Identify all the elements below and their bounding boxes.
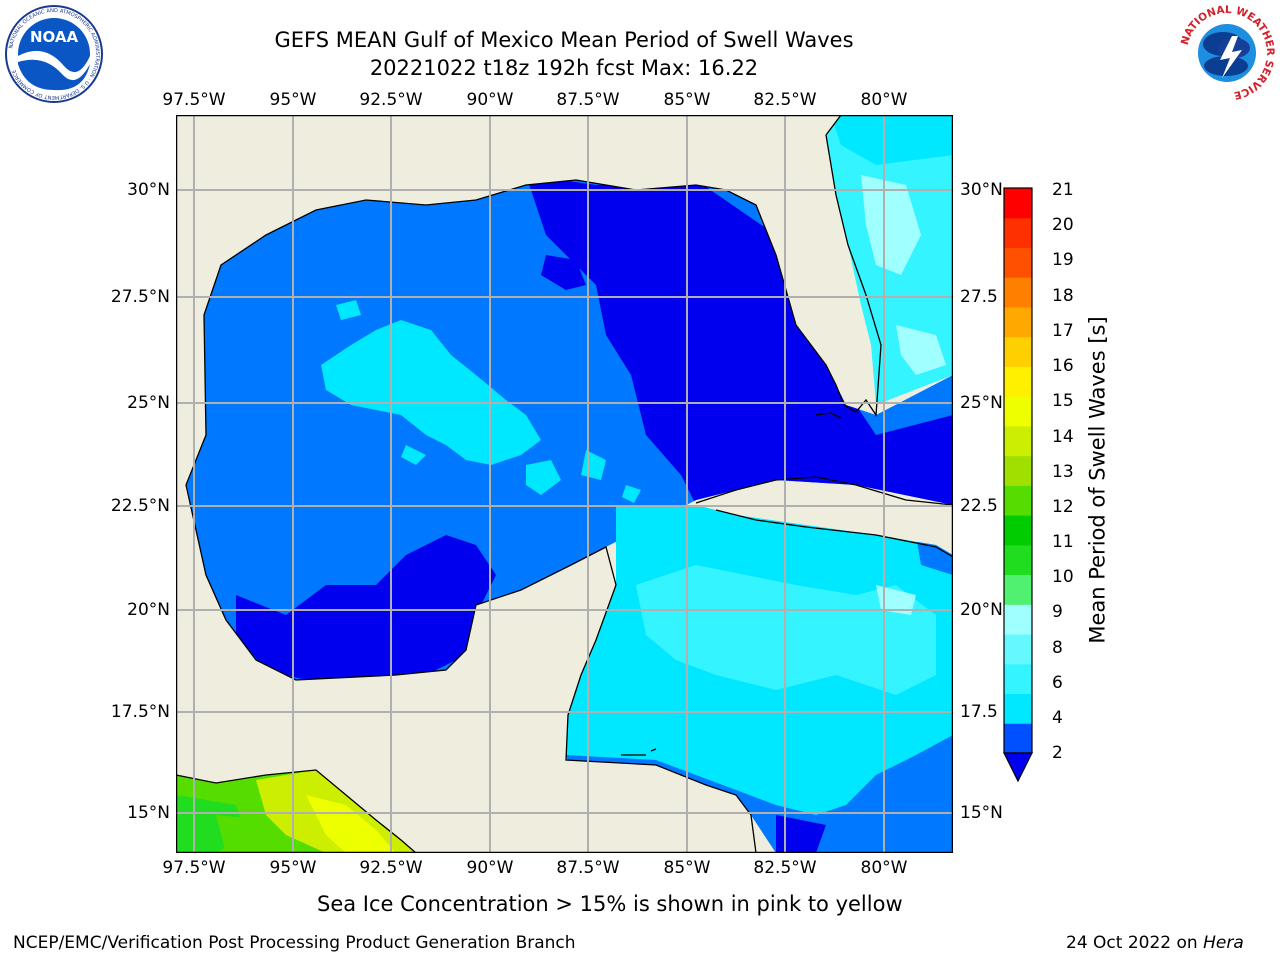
- colorbar-tick: 18: [1052, 286, 1074, 306]
- lat-tick-left: 17.5°N: [110, 702, 170, 722]
- date-stamp: 24 Oct 2022 on Hera: [1066, 933, 1244, 953]
- lat-tick-right: 17.5: [960, 702, 998, 722]
- colorbar-tick: 2: [1052, 743, 1063, 763]
- lat-tick-right: 20°N: [960, 600, 1003, 620]
- colorbar-segment: [1004, 366, 1032, 397]
- lat-tick-left: 15°N: [127, 803, 170, 823]
- colorbar-segment: [1004, 455, 1032, 486]
- colorbar-tick: 15: [1052, 391, 1074, 411]
- nws-logo: NATIONAL WEATHER SERVICE: [1176, 2, 1278, 104]
- lon-tick-bottom: 97.5°W: [162, 858, 226, 878]
- lat-tick-left: 27.5°N: [110, 287, 170, 307]
- colorbar-tick: 4: [1052, 708, 1063, 728]
- colorbar-tick: 17: [1052, 321, 1074, 341]
- colorbar-segment: [1004, 277, 1032, 308]
- colorbar-tick: 8: [1052, 638, 1063, 658]
- colorbar-segment: [1004, 544, 1032, 576]
- lat-tick-right: 22.5: [960, 496, 998, 516]
- colorbar-tick: 12: [1052, 497, 1074, 517]
- colorbar-label: Mean Period of Swell Waves [s]: [1086, 316, 1111, 644]
- lat-tick-left: 20°N: [127, 600, 170, 620]
- lon-tick-bottom: 90°W: [466, 858, 514, 878]
- colorbar-tick: 6: [1052, 673, 1063, 693]
- colorbar-extend-arrow: [1003, 752, 1033, 783]
- colorbar-segment: [1004, 485, 1032, 516]
- colorbar-segment: [1004, 574, 1032, 605]
- colorbar-segment: [1004, 723, 1032, 754]
- colorbar: [1003, 187, 1033, 783]
- lon-tick-bottom: 80°W: [860, 858, 908, 878]
- caribbean-water-field: [566, 505, 953, 853]
- colorbar-segment: [1004, 188, 1032, 219]
- plot-title: GEFS MEAN Gulf of Mexico Mean Period of …: [274, 28, 854, 52]
- lon-tick-bottom: 95°W: [269, 858, 317, 878]
- colorbar-segment: [1004, 663, 1032, 695]
- lon-tick-bottom: 82.5°W: [753, 858, 817, 878]
- lon-tick-top: 92.5°W: [359, 90, 423, 110]
- lat-tick-right: 25°N: [960, 393, 1003, 413]
- colorbar-segment: [1004, 604, 1032, 635]
- lat-tick-right: 15°N: [960, 803, 1003, 823]
- colorbar-tick: 16: [1052, 356, 1074, 376]
- colorbar-tick: 19: [1052, 250, 1074, 270]
- colorbar-segment: [1004, 247, 1032, 278]
- sea-ice-note: Sea Ice Concentration > 15% is shown in …: [317, 892, 903, 916]
- colorbar-segment: [1004, 634, 1032, 665]
- colorbar-segment: [1004, 515, 1032, 546]
- lat-tick-right: 30°N: [960, 180, 1003, 200]
- lon-tick-top: 87.5°W: [556, 90, 620, 110]
- lon-tick-bottom: 85°W: [663, 858, 711, 878]
- colorbar-segment: [1004, 306, 1032, 338]
- lon-tick-top: 97.5°W: [162, 90, 226, 110]
- lat-tick-left: 30°N: [127, 180, 170, 200]
- lon-tick-top: 95°W: [269, 90, 317, 110]
- date-text: 24 Oct 2022 on: [1066, 933, 1204, 953]
- lon-tick-bottom: 87.5°W: [556, 858, 620, 878]
- colorbar-tick: 20: [1052, 215, 1074, 235]
- noaa-text: NOAA: [30, 28, 79, 46]
- lat-tick-left: 22.5°N: [110, 496, 170, 516]
- colorbar-frame: [1003, 187, 1033, 754]
- colorbar-tick: 13: [1052, 462, 1074, 482]
- plot-subtitle: 20221022 t18z 192h fcst Max: 16.22: [369, 56, 759, 80]
- colorbar-segment: [1004, 425, 1032, 457]
- machine-name: Hera: [1203, 933, 1244, 953]
- lat-tick-right: 27.5: [960, 287, 998, 307]
- colorbar-label-wrap: Mean Period of Swell Waves [s]: [1083, 300, 1113, 660]
- colorbar-tick: 9: [1052, 602, 1063, 622]
- lon-tick-top: 82.5°W: [753, 90, 817, 110]
- colorbar-segment: [1004, 396, 1032, 427]
- graticule: [176, 115, 953, 853]
- map-frame: [176, 115, 953, 853]
- lon-tick-top: 85°W: [663, 90, 711, 110]
- colorbar-segment: [1004, 693, 1032, 724]
- lon-tick-top: 90°W: [466, 90, 514, 110]
- colorbar-segment: [1004, 217, 1032, 248]
- colorbar-tick: 11: [1052, 532, 1074, 552]
- gulf-of-mexico-map: [176, 115, 953, 853]
- noaa-logo: NOAA NATIONAL OCEANIC AND ATMOSPHERIC AD…: [4, 4, 104, 104]
- credit-text: NCEP/EMC/Verification Post Processing Pr…: [13, 933, 576, 953]
- lon-tick-top: 80°W: [860, 90, 908, 110]
- colorbar-tick: 21: [1052, 180, 1074, 200]
- colorbar-tick: 10: [1052, 567, 1074, 587]
- lon-tick-bottom: 92.5°W: [359, 858, 423, 878]
- colorbar-tick: 14: [1052, 427, 1074, 447]
- coastlines: [176, 115, 953, 853]
- colorbar-segment: [1004, 336, 1032, 367]
- lat-tick-left: 25°N: [127, 393, 170, 413]
